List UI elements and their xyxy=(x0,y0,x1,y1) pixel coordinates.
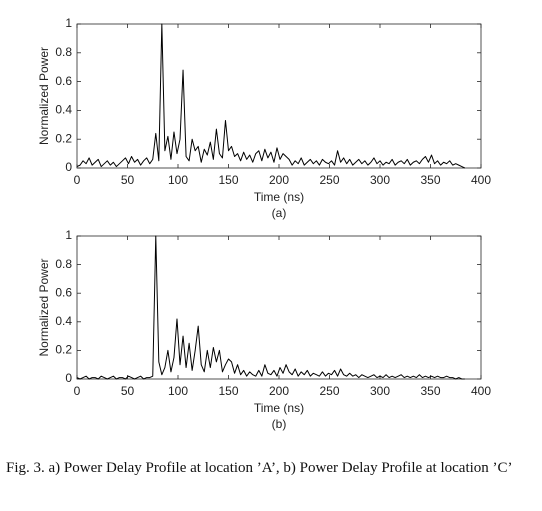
y-tick-label: 0 xyxy=(65,371,72,385)
y-tick-label: 0.6 xyxy=(55,285,72,299)
y-tick-label: 0.2 xyxy=(55,343,72,357)
x-tick-label: 300 xyxy=(370,173,390,187)
x-tick-label: 100 xyxy=(168,384,188,398)
x-tick-label: 0 xyxy=(74,173,81,187)
x-axis-label: Time (ns) xyxy=(254,401,304,415)
y-tick-label: 0.8 xyxy=(55,45,72,59)
panel-label: (b) xyxy=(272,417,287,431)
x-tick-label: 150 xyxy=(218,173,238,187)
x-tick-label: 400 xyxy=(471,384,491,398)
x-tick-label: 200 xyxy=(269,173,289,187)
x-tick-label: 400 xyxy=(471,173,491,187)
x-tick-label: 250 xyxy=(319,173,339,187)
x-tick-label: 150 xyxy=(218,384,238,398)
x-tick-label: 50 xyxy=(121,384,135,398)
x-axis-label: Time (ns) xyxy=(254,190,304,204)
y-tick-label: 0.6 xyxy=(55,74,72,88)
x-tick-label: 350 xyxy=(420,173,440,187)
y-tick-label: 0 xyxy=(65,160,72,174)
y-axis-label: Normalized Power xyxy=(37,47,51,145)
y-tick-label: 1 xyxy=(65,16,72,30)
power-line xyxy=(76,23,466,169)
x-tick-label: 300 xyxy=(370,384,390,398)
figure: 0 50 100 150 200 250 300 350 40000.20.40.60.81Ti… xyxy=(37,16,491,431)
x-tick-label: 200 xyxy=(269,384,289,398)
y-tick-label: 1 xyxy=(65,228,72,242)
x-tick-label: 250 xyxy=(319,384,339,398)
figure-caption: Fig. 3. a) Power Delay Profile at locati… xyxy=(6,460,513,476)
plot-frame xyxy=(76,23,482,169)
x-tick-label: 50 xyxy=(121,173,135,187)
y-tick-label: 0.4 xyxy=(55,314,72,328)
x-tick-label: 350 xyxy=(420,384,440,398)
y-tick-label: 0.2 xyxy=(55,131,72,145)
y-tick-label: 0.4 xyxy=(55,103,72,117)
power-line xyxy=(76,235,465,380)
plot-frame xyxy=(76,235,482,380)
panel-label: (a) xyxy=(272,206,287,220)
x-tick-label: 100 xyxy=(168,173,188,187)
y-axis-label: Normalized Power xyxy=(37,258,51,356)
y-tick-label: 0.8 xyxy=(55,257,72,271)
x-tick-label: 0 xyxy=(74,384,81,398)
